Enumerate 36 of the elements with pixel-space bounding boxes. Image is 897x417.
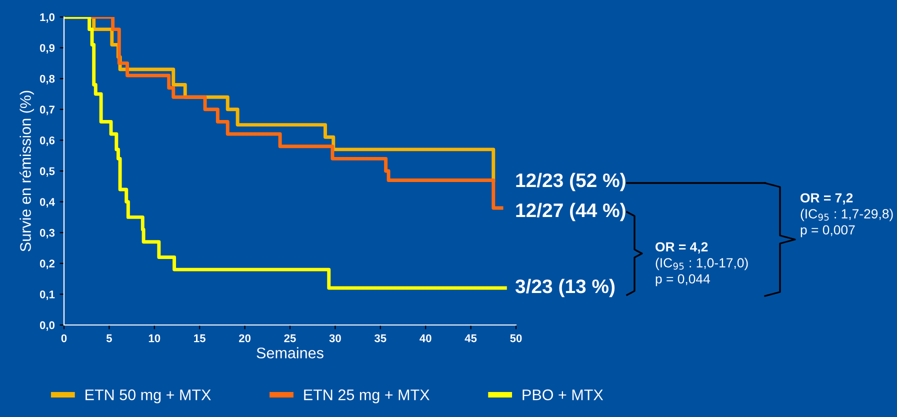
- y-axis-title: Survie en rémission (%): [20, 90, 34, 252]
- legend-label: ETN 25 mg + MTX: [304, 389, 430, 404]
- text: p = 0,044: [656, 274, 710, 286]
- x-tick-label: 10: [148, 334, 160, 342]
- text: OR = 7,2: [800, 193, 853, 204]
- x-tick-label: 40: [420, 334, 432, 342]
- x-tick-label: 45: [464, 334, 477, 342]
- y-tick-label: 1,0: [40, 13, 55, 23]
- y-tick-label: 0,2: [40, 260, 55, 270]
- text: 12/27 (44 %): [516, 202, 626, 222]
- x-tick-label: 25: [284, 334, 296, 342]
- y-tick-label: 0,6: [40, 136, 55, 146]
- x-tick-label: 20: [239, 334, 251, 342]
- x-tick-label: 50: [510, 334, 522, 342]
- legend-label: ETN 50 mg + MTX: [86, 389, 211, 404]
- text: (IC$_{95}$ : 1,0-17,0): [656, 258, 748, 270]
- annotation: 3/23 (13 %): [515, 278, 615, 298]
- y-tick-label: 0,9: [40, 44, 55, 54]
- y-tick-label: 0,1: [40, 290, 55, 300]
- text: p = 0,007: [800, 225, 855, 238]
- y-tick-label: 0,4: [40, 198, 55, 208]
- text: (IC$_{95}$ : 1,7-29,8): [800, 208, 893, 222]
- y-tick-label: 0,7: [40, 106, 54, 116]
- y-tick-label: 0,8: [40, 74, 55, 84]
- text: 12/23 (52 %): [516, 172, 626, 192]
- x-tick-label: 5: [106, 334, 112, 342]
- x-tick-label: 15: [194, 334, 206, 342]
- y-tick-label: 0,0: [40, 321, 55, 331]
- y-tick-label: 0,5: [40, 167, 55, 177]
- legend-label: PBO + MTX: [522, 389, 604, 400]
- x-tick-label: 30: [329, 334, 341, 342]
- x-tick-label: 0: [61, 334, 67, 342]
- x-tick-label: 35: [374, 334, 386, 342]
- text: OR = 4,2: [656, 242, 708, 254]
- x-axis-title: Semaines: [256, 347, 324, 358]
- y-tick-label: 0,3: [40, 228, 55, 238]
